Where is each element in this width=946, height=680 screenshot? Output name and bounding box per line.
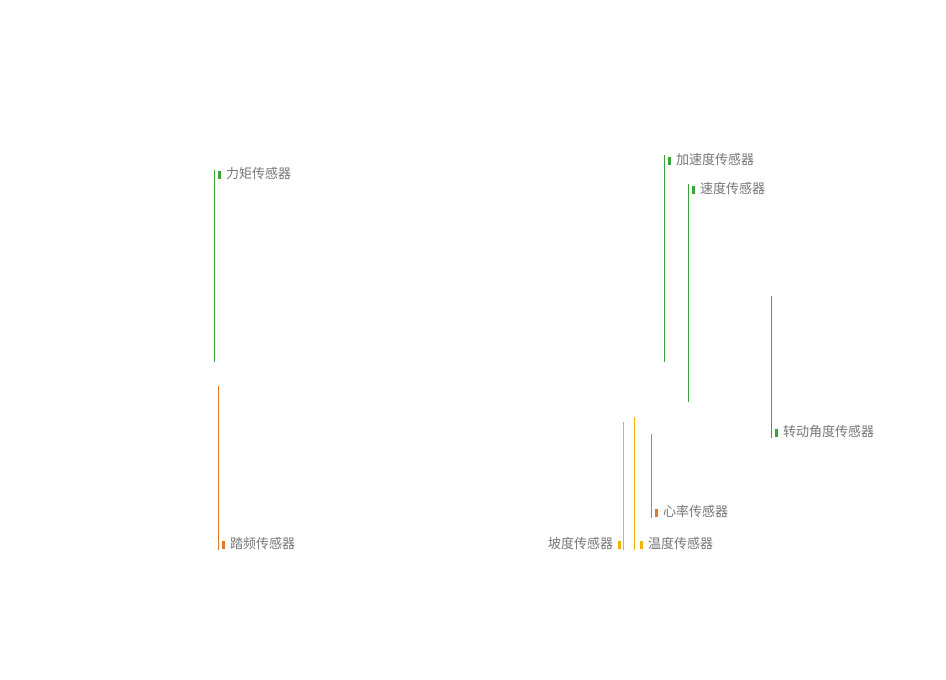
speed-leader-line: [688, 184, 689, 402]
cadence-sensor-text: 踏频传感器: [230, 537, 296, 552]
slope-sensor-label: 坡度传感器: [548, 537, 621, 553]
cadence-sensor-label: 踏频传感器: [222, 537, 295, 553]
temperature-marker: [640, 541, 643, 549]
rotation-angle-sensor-label: 转动角度传感器: [775, 425, 874, 441]
temperature-leader-line: [634, 417, 635, 550]
slope-sensor-text: 坡度传感器: [547, 537, 613, 552]
torque-leader-line: [214, 170, 215, 362]
acceleration-leader-line: [664, 155, 665, 362]
temperature-sensor-label: 温度传感器: [640, 537, 713, 553]
rotation-angle-marker: [775, 429, 778, 437]
rotation-angle-sensor-text: 转动角度传感器: [783, 425, 875, 440]
speed-marker: [692, 186, 695, 194]
rotation-angle-leader-line: [771, 296, 772, 438]
cadence-leader-line: [218, 386, 219, 550]
speed-sensor-text: 速度传感器: [700, 182, 766, 197]
heart-rate-leader-line: [651, 434, 652, 518]
acceleration-sensor-text: 加速度传感器: [676, 153, 755, 168]
heart-rate-sensor-text: 心率传感器: [663, 505, 729, 520]
cadence-marker: [222, 541, 225, 549]
torque-marker: [218, 171, 221, 179]
acceleration-marker: [668, 157, 671, 165]
speed-sensor-label: 速度传感器: [692, 182, 765, 198]
slope-leader-line: [623, 422, 624, 550]
temperature-sensor-text: 温度传感器: [648, 537, 714, 552]
heart-rate-marker: [655, 509, 658, 517]
torque-sensor-label: 力矩传感器: [218, 167, 291, 183]
slope-marker: [618, 541, 621, 549]
torque-sensor-text: 力矩传感器: [226, 167, 292, 182]
heart-rate-sensor-label: 心率传感器: [655, 505, 728, 521]
acceleration-sensor-label: 加速度传感器: [668, 153, 754, 169]
